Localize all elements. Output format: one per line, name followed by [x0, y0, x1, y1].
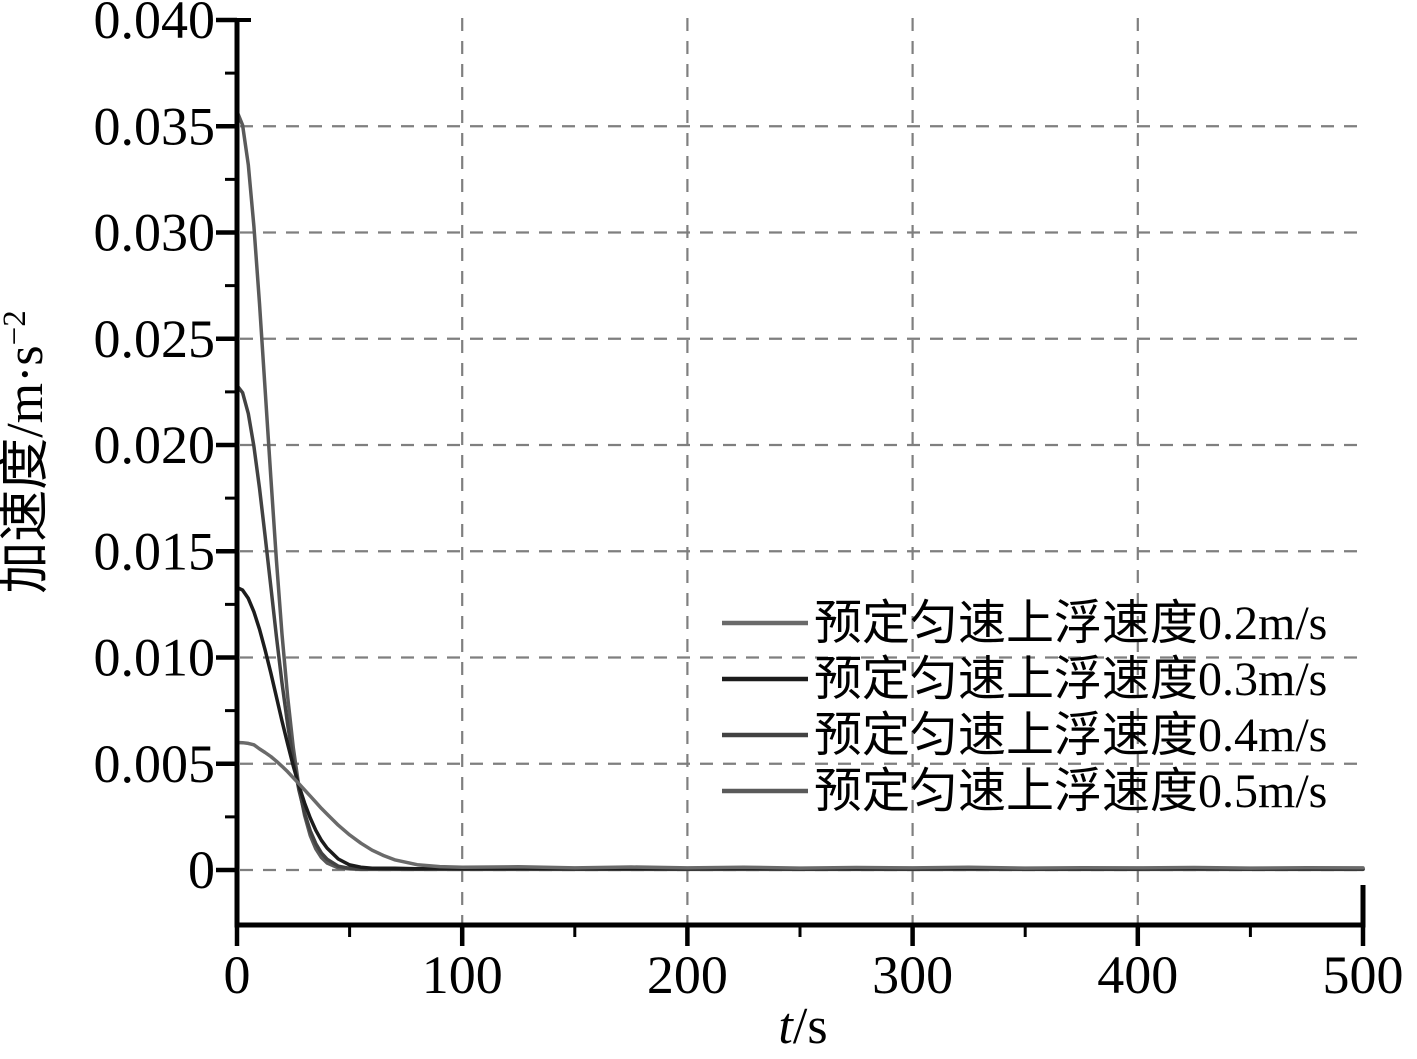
y-tick-label: 0.010 — [94, 628, 216, 688]
legend-item: 预定匀速上浮速度0.5m/s — [722, 765, 1327, 818]
series-layer — [235, 109, 1365, 872]
y-tick-label: 0.020 — [94, 415, 216, 475]
y-tick-label: 0 — [188, 840, 215, 900]
x-tick-label: 100 — [422, 945, 503, 1005]
x-axis-label-unit: /s — [793, 998, 828, 1055]
tick-label-layer: 0.040 0.035 0.030 0.025 0.020 0.015 0.010 0.005… — [94, 0, 1404, 1005]
legend-label: 预定匀速上浮速度0.4m/s — [814, 709, 1327, 762]
legend-label: 预定匀速上浮速度0.5m/s — [814, 765, 1327, 818]
y-axis-label-base: 加速度/m·s — [0, 345, 54, 593]
x-tick-label: 0 — [224, 945, 251, 1005]
legend: 预定匀速上浮速度0.2m/s预定匀速上浮速度0.3m/s预定匀速上浮速度0.4m… — [722, 597, 1327, 818]
y-tick-label: 0.040 — [94, 0, 216, 50]
legend-item: 预定匀速上浮速度0.3m/s — [722, 653, 1327, 706]
x-tick-label: 300 — [872, 945, 953, 1005]
y-tick-label: 0.005 — [94, 734, 216, 794]
legend-label: 预定匀速上浮速度0.3m/s — [814, 653, 1327, 706]
x-tick-label: 400 — [1097, 945, 1178, 1005]
x-axis-label-variable: t — [778, 998, 794, 1055]
y-axis-label: 加速度/m·s−2 — [0, 310, 54, 594]
series-line-0.2m/s — [235, 740, 1365, 870]
y-axis-label-superscript: −2 — [0, 310, 33, 345]
x-axis-label: t/s — [778, 998, 827, 1055]
y-tick-label: 0.015 — [94, 521, 216, 581]
y-tick-label: 0.025 — [94, 309, 216, 369]
legend-label: 预定匀速上浮速度0.2m/s — [814, 597, 1327, 650]
axis-layer — [216, 17, 1366, 946]
x-tick-label: 500 — [1323, 945, 1404, 1005]
legend-item: 预定匀速上浮速度0.2m/s — [722, 597, 1327, 650]
y-tick-label: 0.035 — [94, 96, 216, 156]
x-tick-label: 200 — [647, 945, 728, 1005]
y-tick-label: 0.030 — [94, 203, 216, 263]
legend-item: 预定匀速上浮速度0.4m/s — [722, 709, 1327, 762]
